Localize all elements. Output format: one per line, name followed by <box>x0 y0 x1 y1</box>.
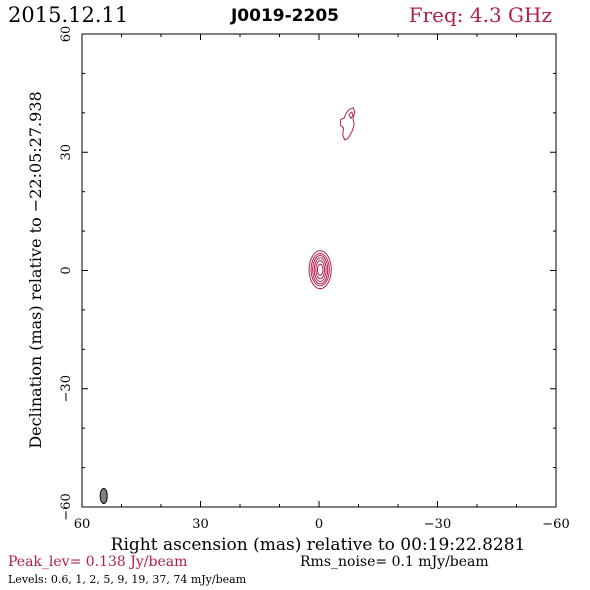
observation-date: 2015.12.11 <box>8 3 128 27</box>
y-tick-label: −30 <box>59 375 74 402</box>
y-tick-label: 60 <box>59 26 74 43</box>
beam-ellipse <box>99 487 108 504</box>
x-tick-label: −30 <box>424 517 451 532</box>
jet-contour <box>348 111 354 119</box>
x-tick-labels: 60 30 0 −30 −60 <box>74 517 570 532</box>
x-axis-label: Right ascension (mas) relative to 00:19:… <box>111 535 526 555</box>
y-tick-labels: −60 −30 0 30 60 <box>59 26 74 521</box>
x-tick-label: 0 <box>315 517 323 532</box>
y-tick-label: −60 <box>59 493 74 520</box>
plot-frame <box>81 33 557 508</box>
x-tick-label: 30 <box>192 517 209 532</box>
rms-noise: Rms_noise= 0.1 mJy/beam <box>300 554 489 570</box>
contour-group <box>308 107 356 290</box>
core-contour <box>316 263 324 276</box>
beam-group <box>99 487 108 504</box>
contour-levels: Levels: 0.6, 1, 2, 5, 9, 19, 37, 74 mJy/… <box>8 573 247 586</box>
x-tick-label: −60 <box>542 517 569 532</box>
y-tick-label: 0 <box>59 266 74 274</box>
frequency-label: Freq: 4.3 GHz <box>409 3 552 27</box>
core-contour <box>308 250 332 290</box>
y-tick-label: 30 <box>59 144 74 161</box>
core-contour <box>312 255 329 285</box>
jet-contour <box>339 107 356 141</box>
core-contour <box>310 253 330 287</box>
peak-level: Peak_lev= 0.138 Jy/beam <box>8 554 187 570</box>
source-name: J0019-2205 <box>230 6 339 26</box>
tick-marks <box>81 33 557 508</box>
y-axis-label: Declination (mas) relative to −22:05:27.… <box>26 91 45 448</box>
core-contour <box>313 257 327 283</box>
core-contour <box>315 260 326 280</box>
x-tick-label: 60 <box>74 517 91 532</box>
